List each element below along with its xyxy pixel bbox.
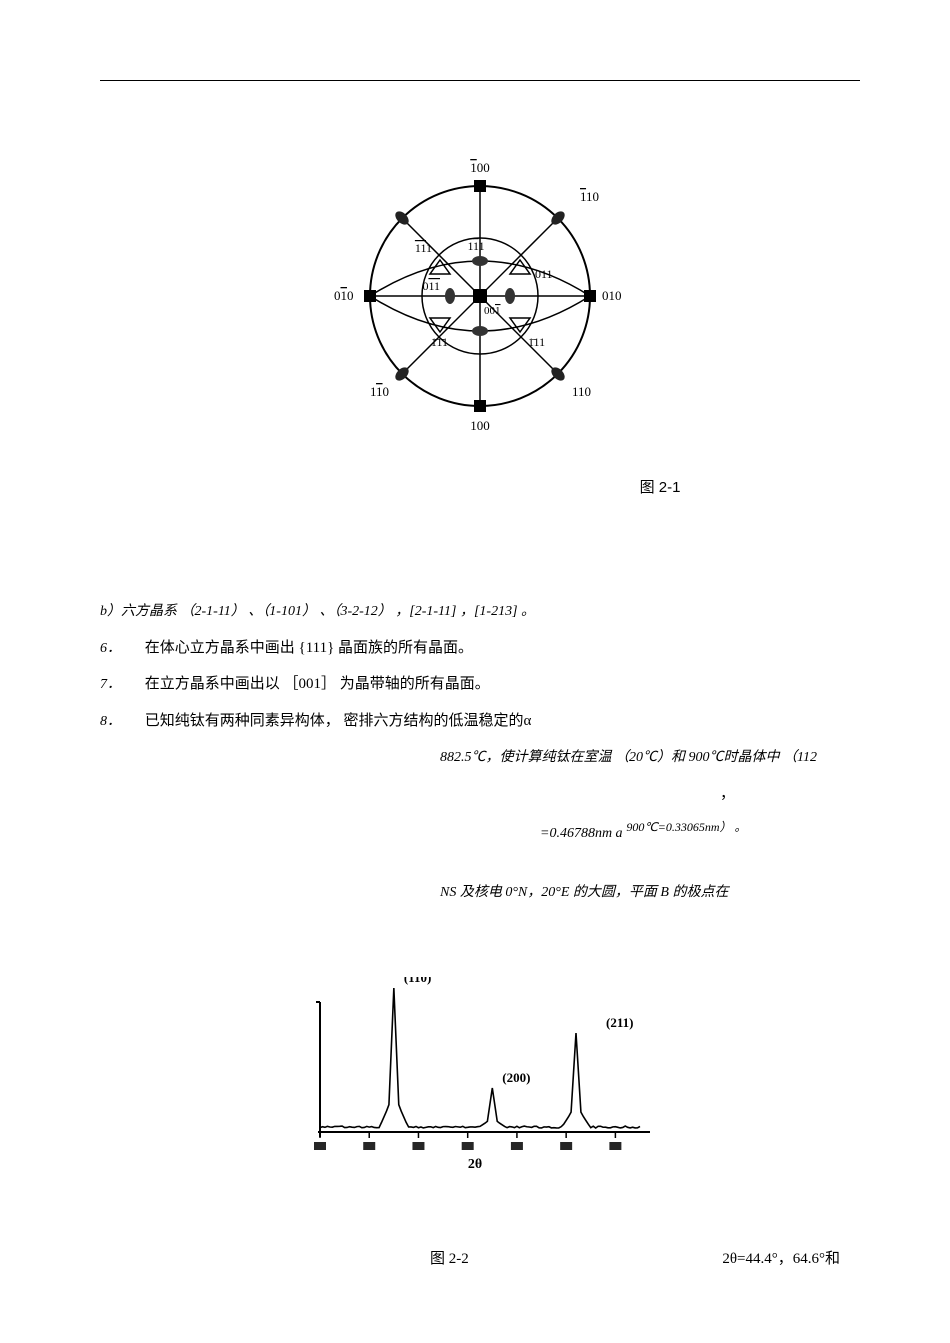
figure-2-2-caption: 图 2-2 <box>430 1247 469 1268</box>
text-body: b）六方晶系 （2-1-11） 、（1-101） 、（3-2-12） ，[2-1… <box>100 597 860 907</box>
figure-2-1-caption: 图 2-1 <box>460 476 860 497</box>
line-ns: NS 及核电 0°N，20°E 的大圆，平面 B 的极点在 <box>440 885 728 900</box>
line-8-cont: 882.5℃，使计算纯钛在室温 （20℃）和 900℃时晶体中 （112 <box>440 750 817 765</box>
svg-text:100: 100 <box>470 160 490 175</box>
line-7-num: 7． <box>100 677 121 692</box>
svg-text:1̄11: 1̄11 <box>528 335 545 349</box>
line-8-vals2: 900℃=0.33065nm） 。 <box>626 820 746 834</box>
line-6: 在体心立方晶系中画出 {111} 晶面族的所有晶面。 <box>125 640 473 656</box>
xrd-svg: (110) (200) (211) 2θ <box>290 977 670 1202</box>
figure-2-2: (110) (200) (211) 2θ <box>100 977 860 1207</box>
stereo-projection-svg: 100 110 010 110 100 110 010 111 111 011 … <box>330 151 630 441</box>
line-8-num: 8． <box>100 714 121 729</box>
line-8: 已知纯钛有两种同素异构体， 密排六方结构的低温稳定的α <box>125 713 532 729</box>
line-8-comma: ， <box>540 786 735 802</box>
svg-text:(110): (110) <box>404 977 431 985</box>
svg-text:(211): (211) <box>606 1015 633 1030</box>
svg-text:111: 111 <box>415 241 432 255</box>
svg-text:110: 110 <box>580 189 599 204</box>
svg-text:100: 100 <box>470 418 490 433</box>
svg-text:011: 011 <box>535 267 553 281</box>
svg-text:010: 010 <box>334 288 354 303</box>
svg-text:011: 011 <box>422 279 440 293</box>
svg-text:110: 110 <box>572 384 591 399</box>
line-b: b）六方晶系 （2-1-11） 、（1-101） 、（3-2-12） ，[2-1… <box>100 604 535 619</box>
svg-text:2θ: 2θ <box>468 1157 482 1172</box>
svg-text:001: 001 <box>484 305 501 317</box>
line-6-num: 6． <box>100 641 121 656</box>
figure-2-1: 100 110 010 110 100 110 010 111 111 011 … <box>100 151 860 446</box>
line-7: 在立方晶系中画出以 ［001］ 为晶带轴的所有晶面。 <box>125 676 490 692</box>
svg-text:1̄1̄1: 1̄1̄1 <box>431 335 448 349</box>
line-8-vals: =0.46788nm a <box>540 826 623 841</box>
angle-text: 2θ=44.4°，64.6°和 <box>722 1247 840 1268</box>
svg-text:010: 010 <box>602 288 622 303</box>
svg-text:110: 110 <box>370 384 389 399</box>
svg-text:111: 111 <box>467 239 484 253</box>
svg-text:(200): (200) <box>502 1070 530 1085</box>
